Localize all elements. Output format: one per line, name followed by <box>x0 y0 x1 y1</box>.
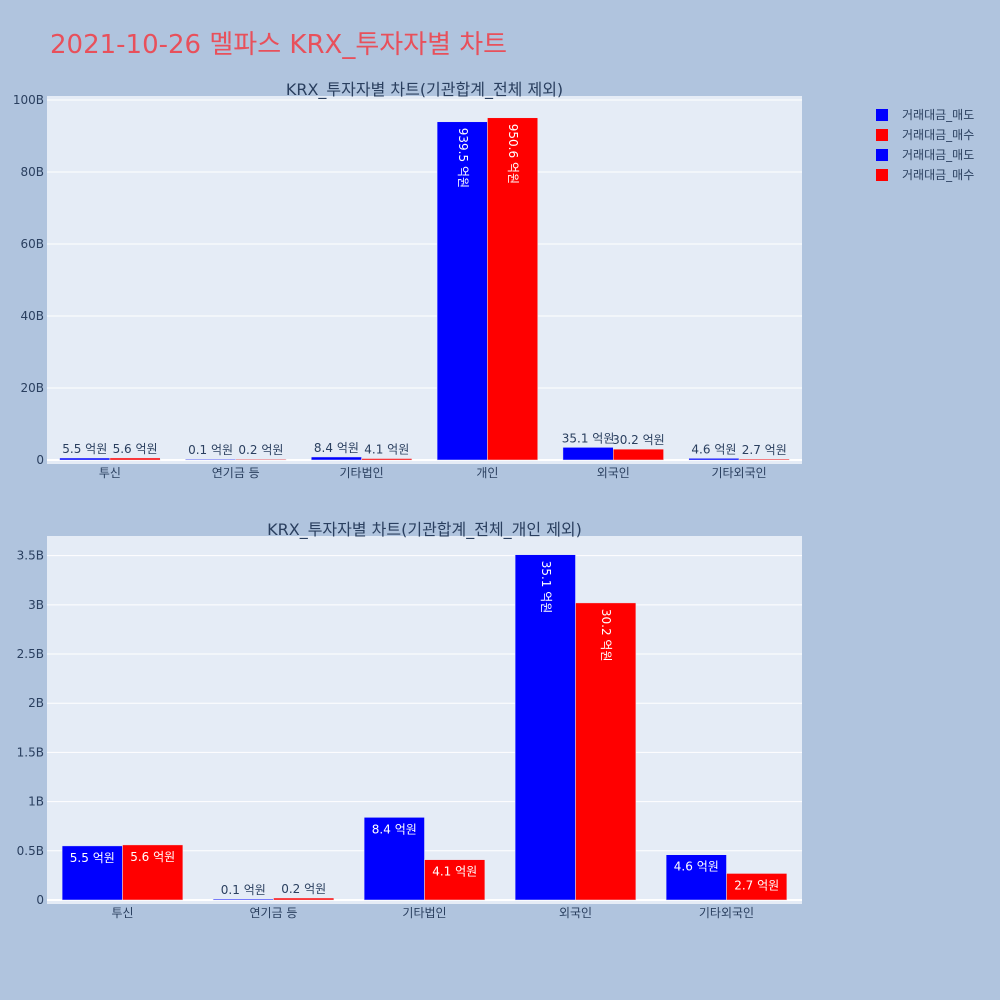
y-tick-label: 80B <box>20 165 44 179</box>
chart-panel-2: 0 0.5B 1B 1.5B 2B 2.5B 3B 3.5B KRX_투자자별 차트(기관합계_… <box>17 520 802 920</box>
x-tick-label: 기타외국인 <box>711 466 766 480</box>
y-tick-label: 0 <box>36 453 44 467</box>
bar-data-label: 5.6 억원 <box>113 442 158 456</box>
y-tick-label: 20B <box>20 381 44 395</box>
bar-data-label: 0.2 억원 <box>238 443 283 457</box>
y-tick-label: 1B <box>28 795 44 809</box>
bar-buy <box>109 457 161 461</box>
bar-data-label: 4.6 억원 <box>674 860 719 874</box>
y-tick-label: 2.5B <box>17 647 44 661</box>
bar-data-label: 4.6 억원 <box>691 442 736 456</box>
bar-buy <box>738 458 790 461</box>
y-tick-label: 40B <box>20 309 44 323</box>
legend-swatch <box>876 129 888 141</box>
y-tick-label: 2B <box>28 696 44 710</box>
bar-buy <box>726 873 788 901</box>
legend-swatch <box>876 109 888 121</box>
y-tick-label: 60B <box>20 237 44 251</box>
bar-data-label: 30.2 억원 <box>599 609 613 662</box>
bar-sell <box>311 456 362 461</box>
bar-sell <box>185 458 237 461</box>
bar-buy <box>122 844 184 901</box>
chart-panel-1: 0 20B 40B 60B 80B 100B KRX_투자자별 차트(기관합계_전체 제외)… <box>13 80 802 480</box>
bar-data-label: 35.1 억원 <box>539 561 553 614</box>
page-title: 2021-10-26 멜파스 KRX_투자자별 차트 <box>50 30 508 60</box>
bar-sell <box>514 554 576 901</box>
bar-data-label: 5.6 억원 <box>130 850 175 864</box>
bar-buy <box>575 602 637 901</box>
bar-data-label: 950.6 억원 <box>506 124 520 184</box>
bar-data-label: 35.1 억원 <box>562 431 615 445</box>
x-tick-label: 기타외국인 <box>699 906 754 920</box>
bar-data-label: 0.1 억원 <box>221 883 266 897</box>
x-tick-label: 투신 <box>99 466 121 480</box>
bar-sell <box>59 457 111 461</box>
bar-buy <box>487 117 538 461</box>
x-tick-label: 외국인 <box>559 906 592 920</box>
bar-data-label: 0.2 억원 <box>281 882 326 896</box>
bar-data-label: 4.1 억원 <box>432 865 477 879</box>
bar-sell <box>61 845 123 901</box>
y-tick-label: 3B <box>28 598 44 612</box>
bar-buy <box>361 458 413 461</box>
x-tick-label: 기타법인 <box>339 466 383 480</box>
bar-data-label: 2.7 억원 <box>734 878 779 892</box>
bar-data-label: 0.1 억원 <box>188 443 233 457</box>
bar-data-label: 5.5 억원 <box>70 851 115 865</box>
bar-buy <box>273 897 335 901</box>
legend-swatch <box>876 149 888 161</box>
y-tick-label: 1.5B <box>17 745 44 759</box>
bar-buy <box>235 458 287 461</box>
x-tick-label: 기타법인 <box>402 906 446 920</box>
y-tick-label: 0.5B <box>17 844 44 858</box>
legend-label: 거래대금_매도 <box>902 108 974 122</box>
x-tick-label: 연기금 등 <box>250 906 298 920</box>
legend-swatch <box>876 169 888 181</box>
y-tick-label: 0 <box>36 893 44 907</box>
bar-sell <box>212 898 274 901</box>
bar-data-label: 2.7 억원 <box>742 443 787 457</box>
bar-data-label: 939.5 억원 <box>456 128 470 188</box>
bar-data-label: 8.4 억원 <box>372 822 417 836</box>
chart-title: KRX_투자자별 차트(기관합계_전체_개인 제외) <box>267 520 582 540</box>
legend-label: 거래대금_매수 <box>902 168 974 182</box>
legend-label: 거래대금_매도 <box>902 148 974 162</box>
x-tick-label: 연기금 등 <box>212 466 260 480</box>
bar-buy <box>613 448 664 461</box>
chart-title: KRX_투자자별 차트(기관합계_전체 제외) <box>286 80 563 100</box>
x-tick-label: 투신 <box>111 906 133 920</box>
x-tick-label: 외국인 <box>597 466 630 480</box>
bar-data-label: 30.2 억원 <box>612 433 665 447</box>
x-tick-label: 개인 <box>476 466 498 480</box>
bar-data-label: 5.5 억원 <box>62 442 107 456</box>
bar-buy <box>424 859 486 901</box>
plot-background <box>47 96 802 464</box>
bar-data-label: 4.1 억원 <box>364 443 409 457</box>
bar-sell <box>665 854 727 901</box>
legend-label: 거래대금_매수 <box>902 128 974 142</box>
bar-sell <box>688 458 740 461</box>
bar-sell <box>363 817 425 901</box>
bar-data-label: 8.4 억원 <box>314 441 359 455</box>
bar-sell <box>562 447 614 461</box>
y-tick-label: 3.5B <box>17 549 44 563</box>
y-tick-label: 100B <box>13 93 44 107</box>
